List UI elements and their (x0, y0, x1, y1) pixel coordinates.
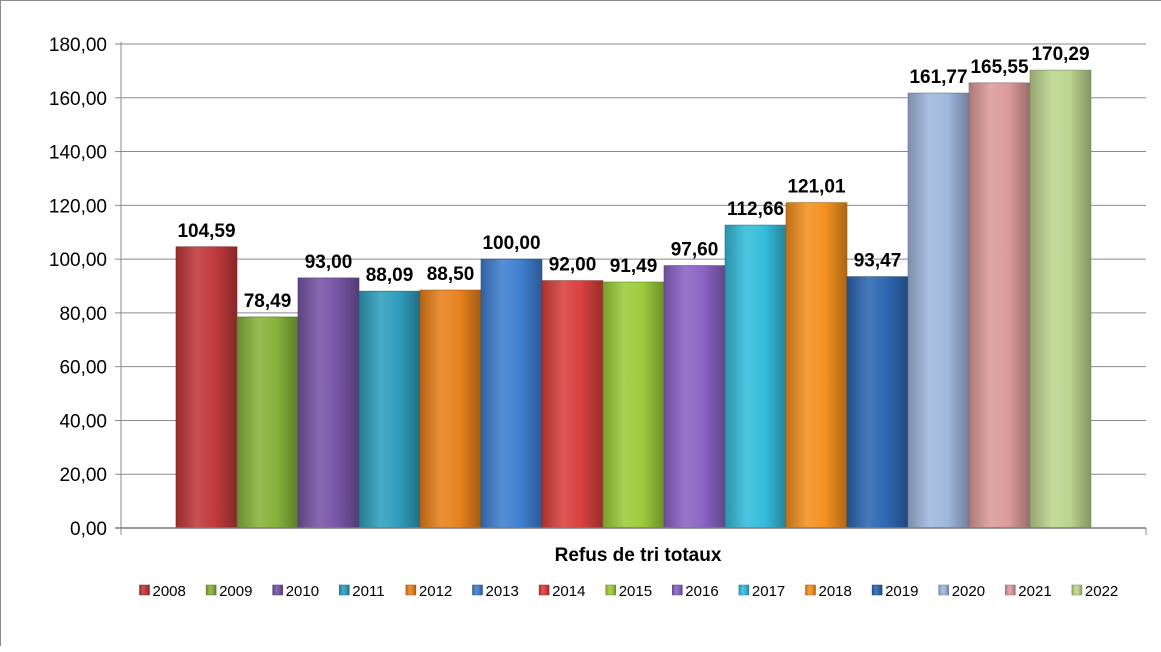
bar-2008 (176, 247, 237, 528)
bar-2014 (542, 281, 603, 528)
legend-label-2015: 2015 (619, 583, 652, 600)
y-tick-label: 20,00 (59, 465, 107, 486)
data-label-2011: 88,09 (366, 265, 414, 286)
y-tick-label: 100,00 (49, 250, 107, 271)
bar-2009 (237, 317, 298, 528)
data-label-2020: 161,77 (909, 67, 967, 88)
legend-label-2017: 2017 (752, 583, 785, 600)
bar-2016 (664, 266, 725, 528)
legend-swatch-2008 (140, 585, 150, 595)
bar-2017 (725, 225, 786, 528)
legend-label-2010: 2010 (286, 583, 319, 600)
legend-swatch-2019 (872, 585, 882, 595)
data-label-2013: 100,00 (482, 233, 540, 254)
legend-swatch-2015 (606, 585, 616, 595)
data-label-2017: 112,66 (727, 199, 784, 220)
legend-label-2009: 2009 (219, 583, 252, 600)
data-label-2019: 93,47 (854, 251, 902, 272)
y-tick-label: 160,00 (49, 89, 107, 110)
data-label-2008: 104,59 (177, 221, 235, 242)
bar-2012 (420, 290, 481, 528)
legend-label-2018: 2018 (819, 583, 852, 600)
legend-label-2021: 2021 (1018, 583, 1051, 600)
bar-2015 (603, 282, 664, 528)
legend-swatch-2013 (473, 585, 483, 595)
y-tick-label: 80,00 (59, 304, 107, 325)
legend-label-2016: 2016 (685, 583, 718, 600)
legend-swatch-2016 (672, 585, 682, 595)
legend-label-2011: 2011 (352, 583, 384, 600)
legend-swatch-2009 (206, 585, 216, 595)
bar-2022 (1030, 70, 1091, 528)
legend-label-2012: 2012 (419, 583, 452, 600)
legend-label-2020: 2020 (952, 583, 985, 600)
legend-label-2013: 2013 (486, 583, 519, 600)
data-label-2018: 121,01 (787, 177, 846, 198)
bar-2010 (298, 278, 359, 528)
bar-2018 (786, 203, 847, 528)
legend-label-2022: 2022 (1085, 583, 1118, 600)
legend-swatch-2021 (1005, 585, 1015, 595)
y-tick-label: 40,00 (59, 411, 107, 432)
bar-2021 (969, 83, 1030, 528)
y-tick-label: 120,00 (49, 196, 107, 217)
data-label-2022: 170,29 (1031, 44, 1089, 65)
legend-swatch-2014 (539, 585, 549, 595)
data-label-2021: 165,55 (970, 57, 1029, 78)
legend-swatch-2017 (739, 585, 749, 595)
data-label-2016: 97,60 (671, 240, 719, 261)
legend-swatch-2022 (1072, 585, 1082, 595)
data-label-2014: 92,00 (549, 255, 597, 276)
y-axis-tick-labels: 0,00 20,00 40,00 60,00 80,00 100,00 120,00 140,… (49, 35, 107, 540)
legend-label-2019: 2019 (885, 583, 918, 600)
data-label-2015: 91,49 (610, 256, 658, 277)
y-tick-label: 180,00 (49, 35, 107, 56)
bars (176, 70, 1091, 528)
bar-2019 (847, 277, 908, 528)
y-tick-label: 60,00 (59, 358, 107, 379)
y-tick-label: 0,00 (70, 519, 107, 540)
data-label-2009: 78,49 (244, 291, 292, 312)
legend-swatch-2010 (273, 585, 283, 595)
bar-2011 (359, 291, 420, 528)
data-label-2012: 88,50 (427, 264, 475, 285)
bar-2020 (908, 93, 969, 528)
legend-swatch-2018 (806, 585, 816, 595)
legend-swatch-2012 (406, 585, 416, 595)
x-category-label: Refus de tri totaux (555, 545, 722, 566)
legend-swatch-2011 (339, 585, 349, 595)
legend: 2008 2009 2010 2011 2012 2013 2014 2015 2016 2017… (140, 583, 1119, 600)
legend-label-2008: 2008 (153, 583, 186, 600)
y-tick-label: 140,00 (49, 143, 107, 164)
legend-swatch-2020 (939, 585, 949, 595)
data-label-2010: 93,00 (305, 252, 353, 273)
legend-label-2014: 2014 (552, 583, 585, 600)
bar-2013 (481, 259, 542, 528)
